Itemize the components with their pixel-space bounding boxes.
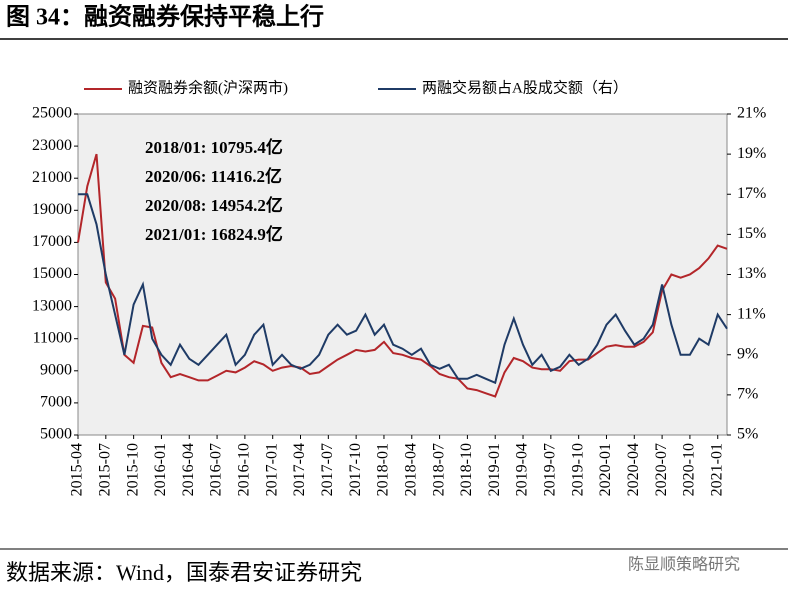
chart-title: 图 34：融资融券保持平稳上行 <box>6 3 324 31</box>
x-tick-label: 2016-01 <box>152 443 169 496</box>
y-tick-label: 19000 <box>32 201 72 218</box>
annotation: 2021/01: 16824.9亿 <box>145 224 283 244</box>
y-tick-label: 13000 <box>32 297 72 314</box>
x-tick-label: 2015-07 <box>96 443 113 496</box>
y2-tick-label: 15% <box>737 225 766 242</box>
y-tick-label: 11000 <box>33 329 72 346</box>
y2-tick-label: 19% <box>737 145 766 162</box>
y-tick-label: 7000 <box>40 394 72 411</box>
x-tick-label: 2017-07 <box>319 443 336 496</box>
x-tick-label: 2019-10 <box>569 443 586 496</box>
y-tick-label: 17000 <box>32 233 72 250</box>
plot-area <box>77 113 728 436</box>
y-tick-label: 9000 <box>40 361 72 378</box>
y2-tick-label: 11% <box>737 305 766 322</box>
x-tick-label: 2016-07 <box>208 443 225 496</box>
y-tick-label: 15000 <box>32 265 72 282</box>
annotation: 2020/08: 14954.2亿 <box>145 195 283 215</box>
series-line <box>78 193 728 385</box>
x-tick-label: 2015-10 <box>124 443 141 496</box>
x-tick-label: 2017-01 <box>263 443 280 496</box>
x-tick-label: 2017-10 <box>347 443 364 496</box>
y-tick-label: 25000 <box>32 105 72 122</box>
x-tick-label: 2018-01 <box>375 443 392 496</box>
y2-tick-label: 17% <box>737 185 766 202</box>
legend-label: 融资融券余额(沪深两市) <box>128 78 288 96</box>
y-tick-label: 5000 <box>40 426 72 443</box>
legend-label: 两融交易额占A股成交额（右） <box>422 78 628 96</box>
x-tick-label: 2019-04 <box>514 443 531 496</box>
x-tick-label: 2019-01 <box>486 443 503 496</box>
source: 数据来源：Wind，国泰君安证券研究 <box>6 560 362 585</box>
x-tick-label: 2016-10 <box>236 443 253 496</box>
y2-tick-label: 13% <box>737 265 766 282</box>
x-tick-label: 2018-07 <box>430 443 447 496</box>
y2-tick-label: 7% <box>737 386 758 403</box>
x-tick-label: 2020-04 <box>625 443 642 496</box>
x-tick-label: 2017-04 <box>291 443 308 496</box>
y-tick-label: 21000 <box>32 169 72 186</box>
y-tick-label: 23000 <box>32 137 72 154</box>
annotation: 2018/01: 10795.4亿 <box>145 137 283 157</box>
x-tick-label: 2018-04 <box>402 443 419 496</box>
x-tick-label: 2015-04 <box>69 443 86 496</box>
series-line <box>77 153 728 398</box>
y2-tick-label: 5% <box>737 426 758 443</box>
x-tick-label: 2020-07 <box>653 443 670 496</box>
watermark: 陈显顺策略研究 <box>628 555 740 574</box>
annotation: 2020/06: 11416.2亿 <box>145 166 282 186</box>
x-tick-label: 2018-10 <box>458 443 475 496</box>
x-tick-label: 2021-01 <box>708 443 725 496</box>
y2-tick-label: 9% <box>737 345 758 362</box>
x-tick-label: 2016-04 <box>180 443 197 496</box>
x-tick-label: 2020-10 <box>681 443 698 496</box>
x-tick-label: 2020-01 <box>597 443 614 496</box>
y2-tick-label: 21% <box>737 105 766 122</box>
x-tick-label: 2019-07 <box>542 443 559 496</box>
